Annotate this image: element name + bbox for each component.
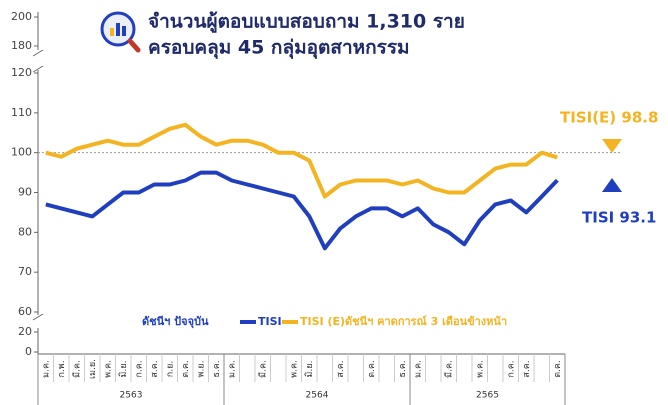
x-tick-label: ม.ค.	[227, 360, 237, 378]
x-tick-label: ม.ค.	[41, 360, 51, 378]
x-tick-label: พ.ค.	[475, 360, 485, 378]
legend-label: ดัชนีฯ คาดการณ์ 3 เดือนข้างหน้า	[345, 315, 507, 328]
y-tick-label: 0	[25, 345, 32, 358]
axis-lines	[32, 12, 565, 355]
group-label: 2563	[120, 391, 143, 401]
y-tick-label: 200	[11, 10, 32, 23]
chart-title: จำนวนผู้ตอบแบบสอบถาม 1,310 ราย	[148, 11, 465, 34]
x-tick-label: มิ.ย.	[304, 361, 315, 378]
x-tick-label: ก.ย.	[165, 361, 175, 377]
annotation: TISI 93.1	[582, 209, 656, 227]
x-tick-label: ม.ค.	[413, 360, 423, 378]
marker	[602, 139, 622, 153]
y-tick-label: 60	[18, 305, 32, 318]
y-tick-label: 110	[11, 106, 32, 119]
x-tick-label: มี.ค.	[71, 360, 82, 378]
legend-entry: TISI (E)	[300, 315, 345, 328]
x-tick-label: ส.ค.	[522, 360, 532, 377]
x-tick-label: ก.ค.	[134, 360, 144, 377]
x-tick-label: พ.ย.	[196, 361, 206, 378]
series-line	[45, 122, 558, 199]
y-tick-label: 180	[11, 39, 32, 52]
marker	[602, 178, 622, 192]
x-tick-label: ต.ค.	[367, 360, 377, 378]
icon	[100, 11, 141, 53]
x-tick-label: ก.ค.	[506, 360, 516, 377]
y-tick-label: 70	[18, 265, 32, 278]
x-tick-label: ต.ค.	[553, 360, 563, 378]
x-tick-label: ส.ค.	[336, 360, 346, 377]
x-tick-label: ก.พ.	[57, 360, 67, 377]
x-tick-label: ธ.ค.	[398, 360, 408, 377]
x-tick-label: พ.ค.	[289, 360, 299, 378]
legend-label: ดัชนีฯ ปัจจุบัน	[142, 315, 209, 329]
y-tick-label: 90	[18, 186, 32, 199]
annotation: TISI(E) 98.8	[560, 109, 658, 127]
series-line	[45, 170, 559, 251]
x-tick-label: มิ.ย.	[118, 361, 129, 378]
x-tick-label: ส.ค.	[150, 360, 160, 377]
x-tick-label: มี.ค.	[443, 360, 454, 378]
legend-entry: TISI	[258, 315, 282, 328]
x-tick-label: เม.ย.	[88, 359, 98, 379]
group-label: 2564	[306, 391, 329, 401]
x-tick-label: พ.ค.	[103, 360, 113, 378]
x-tick-label: มี.ค.	[257, 360, 268, 378]
x-tick-label: ธ.ค.	[212, 360, 222, 377]
y-tick-label: 100	[11, 146, 32, 159]
y-tick-label: 80	[18, 225, 32, 238]
x-tick-label: ต.ค.	[181, 360, 191, 378]
chart-subtitle: ครอบคลุม 45 กลุ่มอุตสาหกรรม	[148, 37, 410, 60]
y-tick-label: 120	[11, 66, 32, 79]
y-tick-label: 20	[18, 325, 32, 338]
group-label: 2565	[476, 391, 499, 401]
